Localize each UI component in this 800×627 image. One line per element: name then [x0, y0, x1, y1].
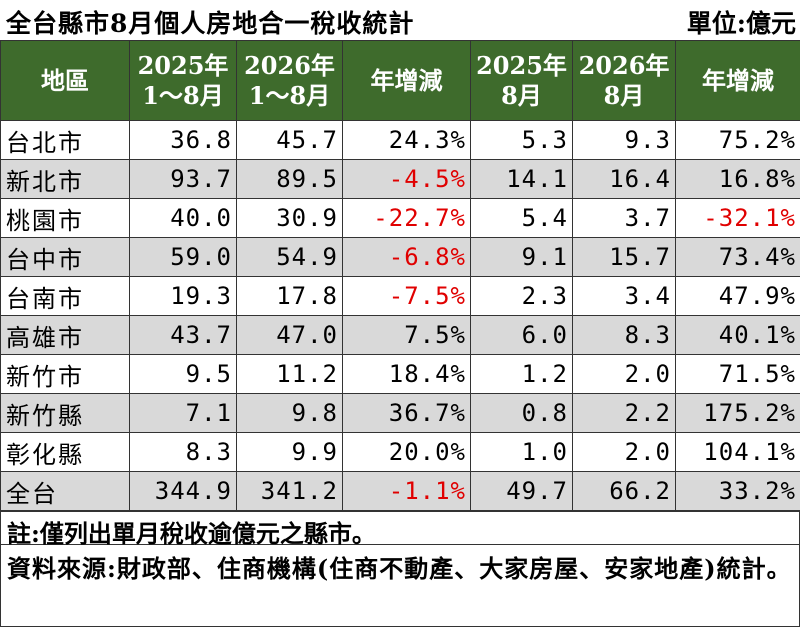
- tax-table: 地區 2025年 1～8月 2026年 1～8月 年增減 2025年 8月 2026年…: [0, 40, 800, 511]
- value-2026-ytd: 89.5: [236, 159, 343, 199]
- header-region: 地區: [0, 40, 130, 121]
- value-yoy-aug: 75.2%: [675, 120, 800, 160]
- value-2026-ytd: 9.8: [236, 393, 343, 433]
- value-2025-aug: 6.0: [470, 315, 573, 355]
- header-yoy-aug: 年增減: [675, 40, 800, 121]
- header-row: 地區 2025年 1～8月 2026年 1～8月 年增減 2025年 8月 2026年…: [0, 40, 800, 121]
- value-2025-aug: 5.4: [470, 198, 573, 238]
- value-yoy-ytd: -4.5%: [342, 159, 471, 199]
- value-yoy-ytd: -6.8%: [342, 237, 471, 277]
- value-yoy-ytd: -1.1%: [342, 471, 471, 511]
- region-cell: 全台: [0, 471, 130, 511]
- region-cell: 台南市: [0, 276, 130, 316]
- value-2025-aug: 49.7: [470, 471, 573, 511]
- table-row: 高雄市 43.7 47.0 7.5% 6.0 8.3 40.1%: [0, 315, 800, 355]
- value-2025-aug: 1.0: [470, 432, 573, 472]
- value-2026-aug: 16.4: [572, 159, 676, 199]
- value-2025-aug: 14.1: [470, 159, 573, 199]
- value-yoy-ytd: 18.4%: [342, 354, 471, 394]
- value-yoy-ytd: 36.7%: [342, 393, 471, 433]
- value-2026-ytd: 341.2: [236, 471, 343, 511]
- header-yoy-ytd: 年增減: [342, 40, 471, 121]
- value-2026-ytd: 45.7: [236, 120, 343, 160]
- table-row: 台南市 19.3 17.8 -7.5% 2.3 3.4 47.9%: [0, 276, 800, 316]
- value-yoy-aug: 104.1%: [675, 432, 800, 472]
- table-row: 彰化縣 8.3 9.9 20.0% 1.0 2.0 104.1%: [0, 432, 800, 472]
- header-2026-aug: 2026年 8月: [572, 40, 676, 121]
- value-yoy-ytd: 20.0%: [342, 432, 471, 472]
- value-yoy-aug: 40.1%: [675, 315, 800, 355]
- value-2026-ytd: 54.9: [236, 237, 343, 277]
- value-2025-ytd: 9.5: [129, 354, 237, 394]
- page-title: 全台縣市8月個人房地合一稅收統計: [6, 9, 415, 38]
- value-2025-ytd: 40.0: [129, 198, 237, 238]
- value-2026-aug: 66.2: [572, 471, 676, 511]
- region-cell: 彰化縣: [0, 432, 130, 472]
- region-cell: 桃園市: [0, 198, 130, 238]
- region-cell: 新竹縣: [0, 393, 130, 433]
- table-row: 台中市 59.0 54.9 -6.8% 9.1 15.7 73.4%: [0, 237, 800, 277]
- value-yoy-aug: -32.1%: [675, 198, 800, 238]
- value-2025-ytd: 59.0: [129, 237, 237, 277]
- header-2026-jan-aug: 2026年 1～8月: [236, 40, 343, 121]
- value-yoy-ytd: 7.5%: [342, 315, 471, 355]
- value-2026-aug: 2.0: [572, 354, 676, 394]
- value-2025-ytd: 8.3: [129, 432, 237, 472]
- value-2025-ytd: 7.1: [129, 393, 237, 433]
- table-row: 新竹市 9.5 11.2 18.4% 1.2 2.0 71.5%: [0, 354, 800, 394]
- value-2026-aug: 2.0: [572, 432, 676, 472]
- table-row: 新北市 93.7 89.5 -4.5% 14.1 16.4 16.8%: [0, 159, 800, 199]
- value-2025-aug: 1.2: [470, 354, 573, 394]
- value-2026-ytd: 17.8: [236, 276, 343, 316]
- value-2025-aug: 2.3: [470, 276, 573, 316]
- value-yoy-aug: 16.8%: [675, 159, 800, 199]
- region-cell: 高雄市: [0, 315, 130, 355]
- value-yoy-ytd: -22.7%: [342, 198, 471, 238]
- region-cell: 新竹市: [0, 354, 130, 394]
- value-2026-aug: 9.3: [572, 120, 676, 160]
- region-cell: 台中市: [0, 237, 130, 277]
- value-yoy-aug: 71.5%: [675, 354, 800, 394]
- title-bar: 全台縣市8月個人房地合一稅收統計 單位:億元: [0, 0, 800, 40]
- value-2026-ytd: 30.9: [236, 198, 343, 238]
- value-2025-ytd: 93.7: [129, 159, 237, 199]
- value-2026-ytd: 11.2: [236, 354, 343, 394]
- value-2026-aug: 15.7: [572, 237, 676, 277]
- region-cell: 新北市: [0, 159, 130, 199]
- table-row: 全台 344.9 341.2 -1.1% 49.7 66.2 33.2%: [0, 471, 800, 511]
- value-2025-ytd: 344.9: [129, 471, 237, 511]
- value-2025-ytd: 36.8: [129, 120, 237, 160]
- value-2026-aug: 3.4: [572, 276, 676, 316]
- unit-label: 單位:億元: [686, 9, 796, 38]
- value-2025-aug: 0.8: [470, 393, 573, 433]
- value-2025-aug: 9.1: [470, 237, 573, 277]
- table-row: 台北市 36.8 45.7 24.3% 5.3 9.3 75.2%: [0, 120, 800, 160]
- value-yoy-ytd: -7.5%: [342, 276, 471, 316]
- header-2025-jan-aug: 2025年 1～8月: [129, 40, 237, 121]
- value-yoy-aug: 47.9%: [675, 276, 800, 316]
- table-row: 桃園市 40.0 30.9 -22.7% 5.4 3.7 -32.1%: [0, 198, 800, 238]
- region-cell: 台北市: [0, 120, 130, 160]
- table-row: 新竹縣 7.1 9.8 36.7% 0.8 2.2 175.2%: [0, 393, 800, 433]
- source-note: 資料來源:財政部、住商機構(住商不動產、大家房屋、安家地產)統計。: [0, 545, 800, 627]
- footnote: 註:僅列出單月稅收逾億元之縣市。: [0, 511, 800, 548]
- value-yoy-aug: 175.2%: [675, 393, 800, 433]
- value-2026-aug: 3.7: [572, 198, 676, 238]
- value-yoy-ytd: 24.3%: [342, 120, 471, 160]
- value-yoy-aug: 33.2%: [675, 471, 800, 511]
- value-2026-aug: 8.3: [572, 315, 676, 355]
- value-yoy-aug: 73.4%: [675, 237, 800, 277]
- value-2025-ytd: 43.7: [129, 315, 237, 355]
- value-2026-aug: 2.2: [572, 393, 676, 433]
- value-2025-aug: 5.3: [470, 120, 573, 160]
- header-2025-aug: 2025年 8月: [470, 40, 573, 121]
- value-2026-ytd: 47.0: [236, 315, 343, 355]
- value-2026-ytd: 9.9: [236, 432, 343, 472]
- value-2025-ytd: 19.3: [129, 276, 237, 316]
